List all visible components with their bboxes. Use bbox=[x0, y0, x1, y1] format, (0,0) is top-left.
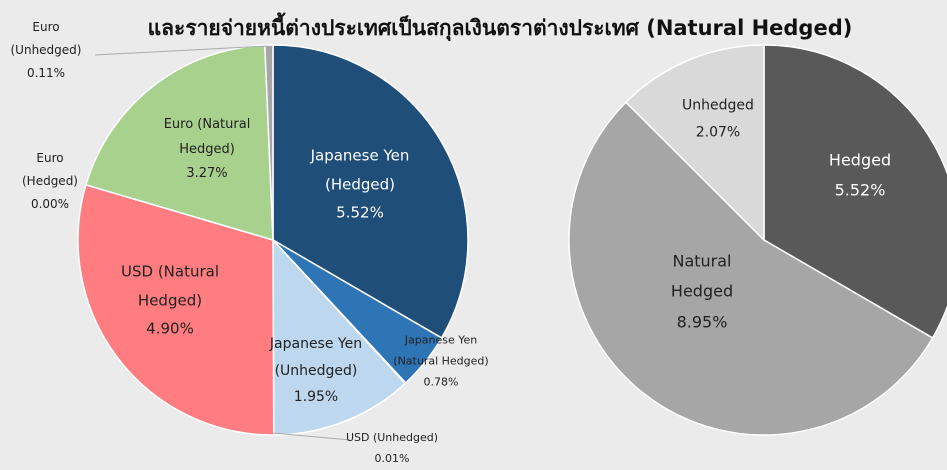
label-name: Japanese Yen (Natural Hedged) bbox=[393, 333, 489, 368]
label-value: 5.52% bbox=[834, 181, 886, 200]
pie-slice bbox=[272, 44, 469, 339]
label-value: 4.90% bbox=[146, 319, 194, 338]
label-name: USD (Natural Hedged) bbox=[121, 262, 219, 309]
data-label: Japanese Yen (Natural Hedged) 0.78% bbox=[391, 331, 491, 394]
label-value: 0.11% bbox=[26, 65, 66, 80]
pie-slice bbox=[77, 183, 275, 436]
data-label: Unhedged 2.07% bbox=[668, 92, 768, 145]
label-name: Euro (Hedged) bbox=[21, 150, 78, 188]
pie-slice bbox=[763, 44, 947, 339]
label-name: Euro (Unhedged) bbox=[10, 19, 82, 57]
data-label: Hedged 5.52% bbox=[810, 146, 910, 207]
data-label: Japanese Yen (Hedged) 5.52% bbox=[305, 141, 415, 227]
label-value: 3.27% bbox=[186, 166, 228, 182]
label-value: 0.78% bbox=[423, 375, 459, 389]
data-label: Euro (Natural Hedged) 3.27% bbox=[162, 113, 252, 187]
label-value: 2.07% bbox=[695, 124, 741, 140]
label-value: 0.00% bbox=[30, 196, 70, 211]
label-value: 8.95% bbox=[676, 312, 728, 332]
leader-line bbox=[272, 432, 351, 441]
pie-slice bbox=[272, 238, 407, 436]
label-name: Euro (Natural Hedged) bbox=[163, 116, 251, 157]
label-value: 1.95% bbox=[293, 389, 339, 406]
data-label: USD (Unhedged) 0.01% bbox=[322, 428, 462, 470]
label-value: 5.52% bbox=[336, 203, 384, 222]
data-label: Euro (Hedged) 0.00% bbox=[15, 147, 85, 215]
label-name: Japanese Yen (Hedged) bbox=[310, 146, 410, 193]
label-name: Japanese Yen (Unhedged) bbox=[269, 336, 363, 379]
pie-slice bbox=[624, 44, 765, 242]
label-value: 0.01% bbox=[374, 452, 410, 465]
label-name: Hedged bbox=[828, 150, 892, 170]
data-label: Natural Hedged 8.95% bbox=[657, 246, 747, 337]
chart-title: และรายจ่ายหนี้ต่างประเทศเป็นสกุลเงินตราต… bbox=[147, 16, 853, 40]
pie-slice bbox=[264, 44, 274, 241]
leader-line bbox=[94, 45, 269, 56]
label-name: Natural Hedged bbox=[670, 251, 734, 301]
label-name: Unhedged bbox=[682, 97, 754, 114]
pie-slice bbox=[568, 101, 934, 436]
data-label: USD (Natural Hedged) 4.90% bbox=[115, 257, 225, 343]
data-label: Japanese Yen (Unhedged) 1.95% bbox=[266, 331, 366, 411]
data-label: Euro (Unhedged) 0.11% bbox=[1, 16, 91, 84]
label-name: USD (Unhedged) bbox=[345, 431, 439, 445]
